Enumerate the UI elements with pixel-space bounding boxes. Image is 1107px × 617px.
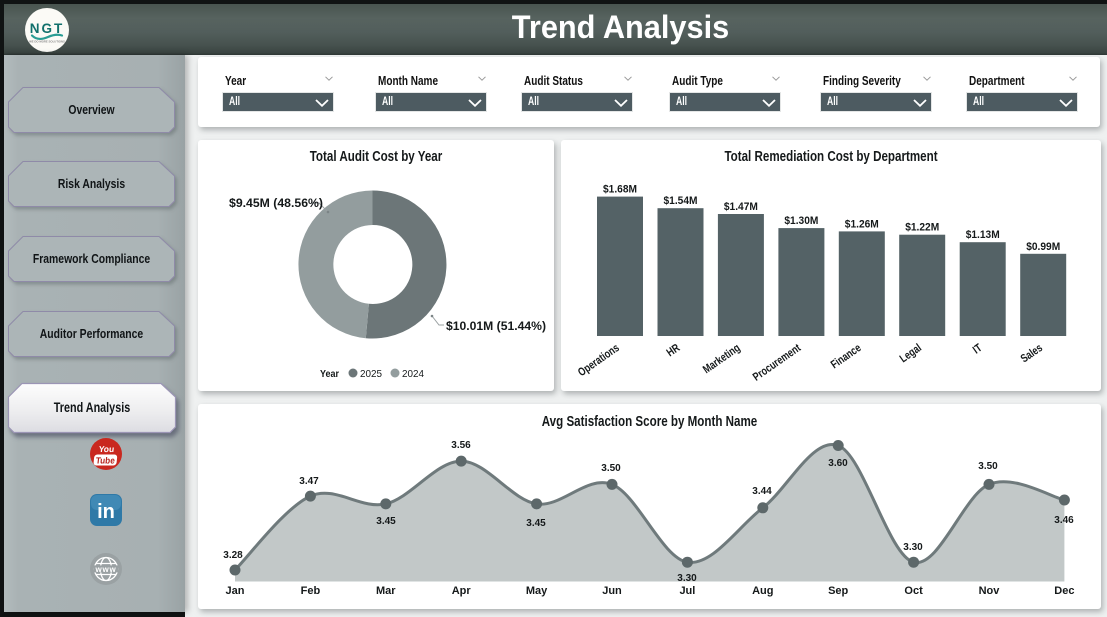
svg-text:www: www	[94, 565, 116, 574]
svg-text:You: You	[98, 444, 114, 454]
svg-text:Overview: Overview	[68, 103, 115, 117]
svg-text:3.50: 3.50	[978, 461, 998, 472]
svg-text:Auditor Performance: Auditor Performance	[40, 327, 144, 341]
svg-text:Operations: Operations	[576, 342, 622, 379]
svg-text:Trend Analysis: Trend Analysis	[54, 400, 131, 415]
svg-text:Mar: Mar	[376, 585, 396, 597]
svg-text:Risk Analysis: Risk Analysis	[58, 177, 126, 191]
svg-text:Jul: Jul	[679, 585, 695, 597]
svg-text:2024: 2024	[402, 368, 424, 380]
svg-text:2025: 2025	[360, 368, 382, 380]
svg-text:HR: HR	[665, 342, 683, 360]
svg-text:$1.68M: $1.68M	[603, 184, 637, 196]
svg-text:Oct: Oct	[904, 585, 923, 597]
svg-text:$9.45M (48.56%): $9.45M (48.56%)	[229, 198, 323, 210]
svg-text:Year: Year	[320, 368, 339, 380]
svg-text:Feb: Feb	[301, 585, 321, 597]
svg-text:3.45: 3.45	[526, 518, 546, 529]
svg-text:May: May	[526, 585, 548, 597]
svg-text:Jan: Jan	[226, 585, 245, 597]
svg-text:$0.99M: $0.99M	[1026, 241, 1060, 253]
svg-text:$1.30M: $1.30M	[784, 215, 818, 227]
svg-text:3.30: 3.30	[677, 573, 697, 584]
svg-text:Apr: Apr	[452, 585, 472, 597]
svg-text:3.50: 3.50	[601, 463, 621, 474]
svg-text:Framework Compliance: Framework Compliance	[33, 252, 151, 266]
svg-text:IT: IT	[971, 342, 985, 357]
svg-text:$1.26M: $1.26M	[845, 218, 879, 230]
svg-text:Legal: Legal	[898, 342, 924, 366]
svg-text:in: in	[97, 501, 115, 523]
svg-text:Finance: Finance	[829, 342, 864, 372]
svg-text:3.45: 3.45	[376, 516, 396, 527]
svg-text:3.46: 3.46	[1054, 515, 1074, 526]
svg-text:Nov: Nov	[979, 585, 1001, 597]
svg-text:Sales: Sales	[1019, 342, 1045, 366]
svg-text:3.60: 3.60	[828, 458, 848, 469]
svg-text:Dec: Dec	[1054, 585, 1074, 597]
svg-text:3.30: 3.30	[903, 542, 923, 553]
svg-text:3.44: 3.44	[752, 486, 772, 497]
svg-text:Tube: Tube	[95, 456, 115, 466]
svg-text:$10.01M (51.44%): $10.01M (51.44%)	[446, 321, 546, 333]
svg-text:3.28: 3.28	[223, 550, 243, 561]
svg-text:$1.54M: $1.54M	[664, 195, 698, 207]
svg-text:$1.22M: $1.22M	[905, 222, 939, 234]
svg-text:Marketing: Marketing	[701, 342, 743, 376]
svg-text:NGT: NGT	[30, 21, 65, 36]
svg-text:WE DO MORE SOLUTIONS: WE DO MORE SOLUTIONS	[29, 40, 65, 44]
svg-text:Procurement: Procurement	[751, 342, 804, 384]
svg-text:3.47: 3.47	[299, 476, 319, 487]
svg-text:$1.13M: $1.13M	[966, 229, 1000, 241]
svg-text:Aug: Aug	[752, 585, 773, 597]
svg-text:$1.47M: $1.47M	[724, 201, 758, 213]
svg-text:Sep: Sep	[828, 585, 848, 597]
svg-text:3.56: 3.56	[451, 440, 471, 451]
svg-text:Jun: Jun	[602, 585, 622, 597]
